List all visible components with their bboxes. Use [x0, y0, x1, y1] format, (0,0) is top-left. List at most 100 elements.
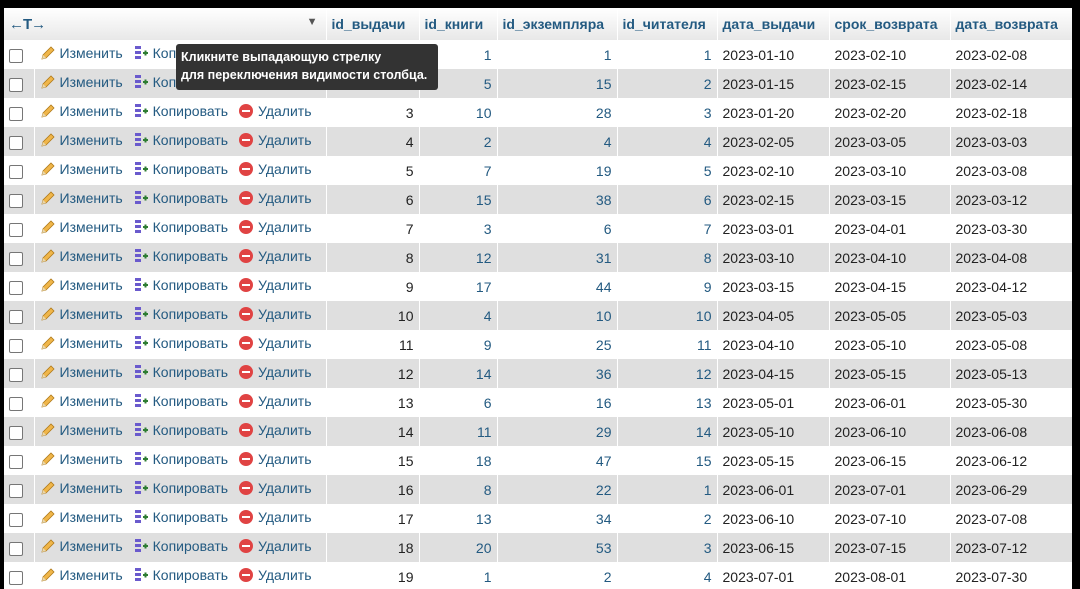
delete-button[interactable]: Удалить	[238, 480, 312, 496]
edit-button[interactable]: Изменить	[40, 451, 123, 467]
cell-id-ekzemplyara-link[interactable]: 29	[497, 417, 618, 446]
copy-button[interactable]: Копировать	[133, 277, 228, 293]
row-select-cell[interactable]	[4, 156, 35, 185]
row-select-cell[interactable]	[4, 388, 35, 417]
cell-id-ekzemplyara-link[interactable]: 47	[497, 446, 618, 475]
row-checkbox[interactable]	[9, 77, 23, 92]
cell-id-ekzemplyara-link[interactable]: 36	[497, 359, 618, 388]
delete-button[interactable]: Удалить	[238, 538, 312, 554]
delete-button[interactable]: Удалить	[238, 190, 312, 206]
cell-id-ekzemplyara-link[interactable]: 1	[497, 40, 618, 69]
copy-button[interactable]: Копировать	[133, 103, 228, 119]
column-header-data-vydachi[interactable]: дата_выдачи	[717, 8, 830, 40]
row-checkbox[interactable]	[9, 251, 23, 266]
row-checkbox[interactable]	[9, 135, 23, 150]
edit-button[interactable]: Изменить	[40, 74, 123, 90]
cell-id-chitatelya-link[interactable]: 5	[617, 156, 718, 185]
edit-button[interactable]: Изменить	[40, 161, 123, 177]
cell-id-knigi-link[interactable]: 15	[419, 185, 498, 214]
row-checkbox[interactable]	[9, 48, 23, 63]
row-select-cell[interactable]	[4, 214, 35, 243]
row-checkbox[interactable]	[9, 396, 23, 411]
delete-button[interactable]: Удалить	[238, 335, 312, 351]
cell-id-ekzemplyara-link[interactable]: 4	[497, 127, 618, 156]
delete-button[interactable]: Удалить	[238, 509, 312, 525]
cell-id-chitatelya-link[interactable]: 1	[617, 40, 718, 69]
row-checkbox[interactable]	[9, 222, 23, 237]
row-select-cell[interactable]	[4, 243, 35, 272]
cell-id-chitatelya-link[interactable]: 11	[617, 330, 718, 359]
row-checkbox[interactable]	[9, 454, 23, 469]
edit-button[interactable]: Изменить	[40, 509, 123, 525]
cell-id-knigi-link[interactable]: 20	[419, 533, 498, 562]
cell-id-knigi-link[interactable]: 12	[419, 243, 498, 272]
nav-arrows-cell[interactable]: ←T→ ▼	[4, 8, 327, 40]
delete-button[interactable]: Удалить	[238, 132, 312, 148]
cell-id-chitatelya-link[interactable]: 4	[617, 127, 718, 156]
cell-id-chitatelya-link[interactable]: 12	[617, 359, 718, 388]
copy-button[interactable]: Копировать	[133, 248, 228, 264]
cell-id-knigi-link[interactable]: 17	[419, 272, 498, 301]
cell-id-ekzemplyara-link[interactable]: 16	[497, 388, 618, 417]
cell-id-knigi-link[interactable]: 8	[419, 475, 498, 504]
copy-button[interactable]: Копировать	[133, 567, 228, 583]
cell-id-chitatelya-link[interactable]: 8	[617, 243, 718, 272]
delete-button[interactable]: Удалить	[238, 364, 312, 380]
cell-id-knigi-link[interactable]: 7	[419, 156, 498, 185]
copy-button[interactable]: Копировать	[133, 364, 228, 380]
delete-button[interactable]: Удалить	[238, 393, 312, 409]
cell-id-chitatelya-link[interactable]: 3	[617, 533, 718, 562]
row-select-cell[interactable]	[4, 504, 35, 533]
row-checkbox[interactable]	[9, 193, 23, 208]
copy-button[interactable]: Копировать	[133, 422, 228, 438]
copy-button[interactable]: Копировать	[133, 393, 228, 409]
column-dropdown-arrow-icon[interactable]: ▼	[306, 15, 318, 28]
row-select-cell[interactable]	[4, 359, 35, 388]
row-checkbox[interactable]	[9, 367, 23, 382]
cell-id-chitatelya-link[interactable]: 15	[617, 446, 718, 475]
cell-id-ekzemplyara-link[interactable]: 31	[497, 243, 618, 272]
cell-id-knigi-link[interactable]: 14	[419, 359, 498, 388]
row-select-cell[interactable]	[4, 98, 35, 127]
cell-id-knigi-link[interactable]: 11	[419, 417, 498, 446]
column-header-id-ekzemplyara[interactable]: id_экземпляра	[497, 8, 618, 40]
row-select-cell[interactable]	[4, 127, 35, 156]
row-checkbox[interactable]	[9, 338, 23, 353]
copy-button[interactable]: Копировать	[133, 335, 228, 351]
row-checkbox[interactable]	[9, 483, 23, 498]
edit-button[interactable]: Изменить	[40, 190, 123, 206]
cell-id-ekzemplyara-link[interactable]: 19	[497, 156, 618, 185]
edit-button[interactable]: Изменить	[40, 538, 123, 554]
cell-id-knigi-link[interactable]: 9	[419, 330, 498, 359]
column-header-srok-vozvrata[interactable]: срок_возврата	[829, 8, 951, 40]
column-header-data-vozvrata[interactable]: дата_возврата	[950, 8, 1072, 40]
row-select-cell[interactable]	[4, 446, 35, 475]
edit-button[interactable]: Изменить	[40, 335, 123, 351]
edit-button[interactable]: Изменить	[40, 422, 123, 438]
row-checkbox[interactable]	[9, 280, 23, 295]
cell-id-ekzemplyara-link[interactable]: 28	[497, 98, 618, 127]
row-checkbox[interactable]	[9, 164, 23, 179]
copy-button[interactable]: Копировать	[133, 219, 228, 235]
edit-button[interactable]: Изменить	[40, 103, 123, 119]
cell-id-chitatelya-link[interactable]: 7	[617, 214, 718, 243]
delete-button[interactable]: Удалить	[238, 219, 312, 235]
row-checkbox[interactable]	[9, 512, 23, 527]
column-nav-arrows-icon[interactable]: ←T→	[9, 15, 46, 33]
cell-id-knigi-link[interactable]: 18	[419, 446, 498, 475]
row-select-cell[interactable]	[4, 330, 35, 359]
cell-id-chitatelya-link[interactable]: 10	[617, 301, 718, 330]
cell-id-ekzemplyara-link[interactable]: 2	[497, 562, 618, 589]
row-select-cell[interactable]	[4, 301, 35, 330]
cell-id-knigi-link[interactable]: 3	[419, 214, 498, 243]
edit-button[interactable]: Изменить	[40, 132, 123, 148]
row-checkbox[interactable]	[9, 106, 23, 121]
cell-id-ekzemplyara-link[interactable]: 34	[497, 504, 618, 533]
edit-button[interactable]: Изменить	[40, 364, 123, 380]
copy-button[interactable]: Копировать	[133, 161, 228, 177]
delete-button[interactable]: Удалить	[238, 422, 312, 438]
edit-button[interactable]: Изменить	[40, 248, 123, 264]
column-header-id-chitatelya[interactable]: id_читателя	[617, 8, 718, 40]
cell-id-ekzemplyara-link[interactable]: 10	[497, 301, 618, 330]
edit-button[interactable]: Изменить	[40, 393, 123, 409]
